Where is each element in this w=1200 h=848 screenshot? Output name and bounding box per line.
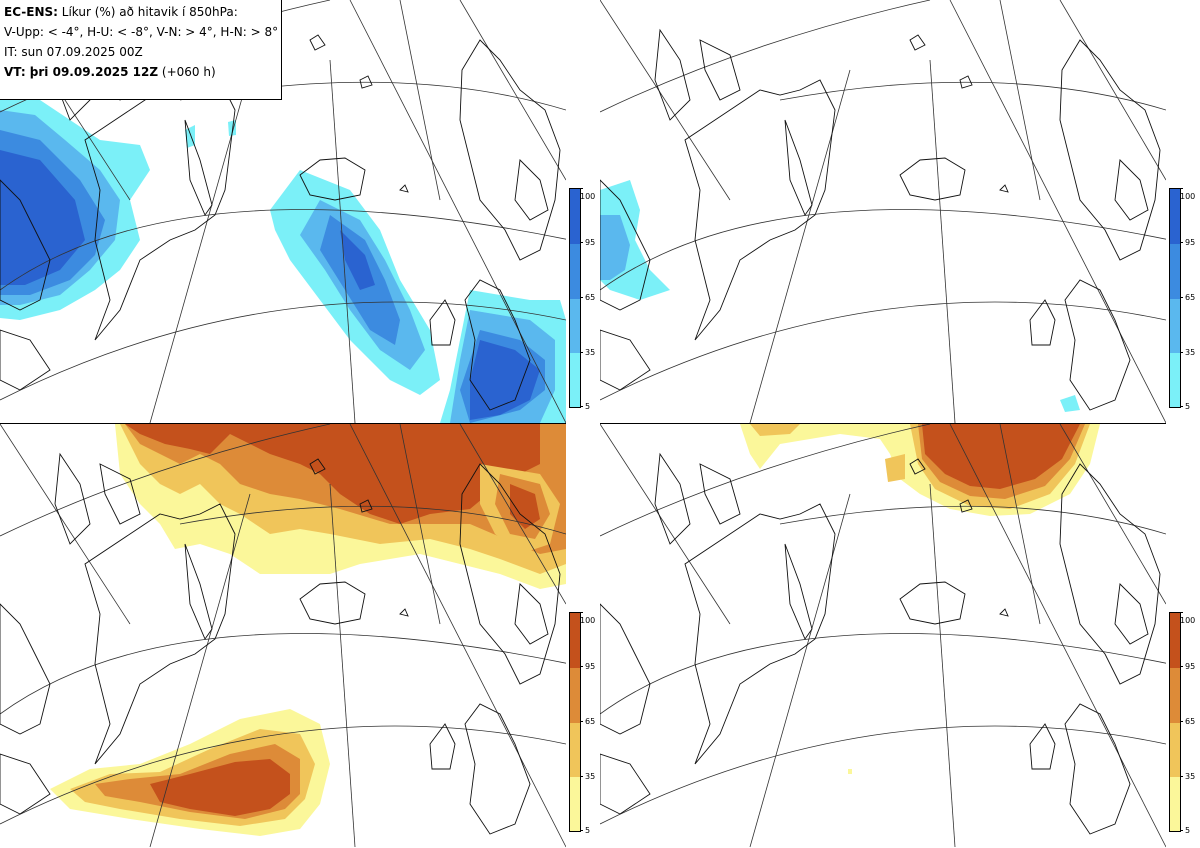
panel-divider [600,423,1166,424]
warm-anomaly-shading [50,424,566,836]
colorbar-tick: 95 [580,663,595,671]
title-description: Líkur (%) að hitavik í 850hPa: [57,5,238,19]
colorbar-tick: 100 [580,609,597,625]
valid-time: VT: þri 09.09.2025 12Z [4,65,159,79]
colorbar-cold-right: 100 95 65 35 5 [1169,185,1197,411]
colorbar-tick: 100 [580,185,597,201]
colorbar-tick: 65 [1180,718,1195,726]
graticule [600,424,1166,848]
colorbar-warm-left: 100 95 65 35 5 [569,609,597,835]
colorbar-tick: 5 [580,827,590,835]
panel-divider [0,423,566,424]
cold-anomaly-shading [600,180,1080,412]
colorbar-tick: 35 [580,349,595,357]
cold-anomaly-shading [0,90,566,423]
colorbar-tick: 35 [1180,773,1195,781]
title-box: EC-ENS: Líkur (%) að hitavik í 850hPa: V… [0,0,282,100]
probability-map [600,424,1166,848]
colorbar-tick: 65 [1180,294,1195,302]
map-panel-v-n [0,424,566,848]
graticule [600,0,1166,423]
probability-map [0,0,566,423]
colorbar-cold-left: 100 95 65 35 5 [569,185,597,411]
colorbar-tick: 95 [1180,239,1195,247]
probability-map [0,424,566,848]
forecast-lead: (+060 h) [158,65,216,79]
coastline [600,29,1161,411]
colorbar-tick: 5 [1180,403,1190,411]
model-label: EC-ENS: [4,5,58,19]
map-panel-v-upp: EC-ENS: Líkur (%) að hitavik í 850hPa: V… [0,0,566,423]
probability-map [600,0,1166,423]
initial-time: IT: sun 07.09.2025 00Z [4,45,143,59]
colorbar-tick: 100 [1180,185,1197,201]
threshold-legend: V-Upp: < -4°, H-U: < -8°, V-N: > 4°, H-N… [4,25,279,39]
map-panel-h-n [600,424,1166,848]
colorbar-tick: 35 [1180,349,1195,357]
colorbar-tick: 95 [1180,663,1195,671]
colorbar-tick: 95 [580,239,595,247]
coastline [600,453,1161,835]
colorbar-tick: 35 [580,773,595,781]
colorbar-tick: 65 [580,718,595,726]
colorbar-tick: 100 [1180,609,1197,625]
map-panel-h-u [600,0,1166,423]
colorbar-tick: 5 [1180,827,1190,835]
colorbar-tick: 5 [580,403,590,411]
colorbar-warm-right: 100 95 65 35 5 [1169,609,1197,835]
warm-anomaly-shading [740,424,1100,774]
colorbar-tick: 65 [580,294,595,302]
